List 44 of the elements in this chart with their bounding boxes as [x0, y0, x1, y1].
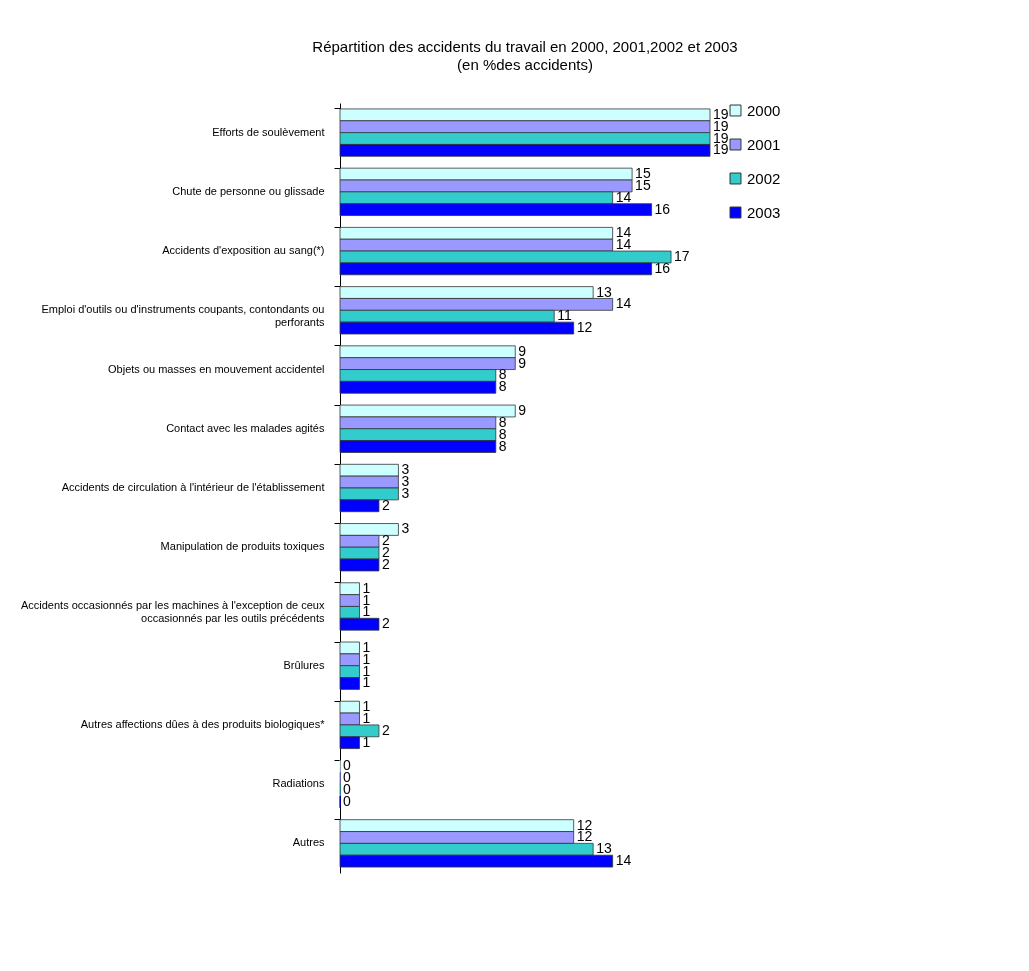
- legend-label: 2000: [747, 101, 781, 119]
- y-tick-label: Accidents de circulation à l'intérieur de l'établissement: [61, 481, 325, 493]
- data-label: 13: [596, 840, 612, 857]
- data-label: 1: [362, 733, 371, 750]
- y-tick-label: Chute de personne ou glissade: [172, 184, 325, 197]
- data-label: 1: [362, 638, 371, 655]
- data-label: 8: [498, 378, 507, 395]
- data-label: 11: [557, 307, 572, 324]
- data-label: 2: [381, 556, 390, 572]
- data-label: 14: [615, 295, 632, 312]
- data-label: 17: [674, 248, 690, 264]
- data-label: 1: [362, 579, 371, 596]
- data-label: 2: [381, 615, 390, 632]
- y-tick-label: Radiations: [272, 777, 325, 790]
- data-label: 2: [381, 496, 390, 513]
- chart-subtitle: (en %des accidents): [457, 56, 593, 73]
- data-label: 3: [401, 520, 410, 537]
- legend-label: 2001: [747, 135, 781, 153]
- y-tick-label: Autres: [292, 836, 325, 849]
- data-label: 14: [615, 852, 632, 869]
- data-label: 9: [518, 402, 527, 418]
- legend-label: 2002: [747, 169, 781, 187]
- y-tick-label: Autres affections dûes à des produits biologiques*: [80, 717, 326, 730]
- y-tick-label: Manipulation de produits toxiques: [160, 540, 325, 553]
- chart-title: Répartition des accidents du travail en 2000, 2001,2002 et 2003: [312, 38, 738, 55]
- data-label: 14: [615, 188, 632, 205]
- data-label: 1: [362, 710, 371, 726]
- data-label: 14: [615, 236, 632, 253]
- data-label: 13: [596, 283, 612, 300]
- legend-label: 2003: [747, 203, 781, 221]
- y-tick-label: Accidents d'exposition au sang(*): [162, 244, 325, 257]
- data-label: 9: [518, 342, 527, 359]
- y-tick-label: Efforts de soulèvement: [212, 125, 325, 138]
- data-label: 8: [498, 413, 507, 430]
- y-tick-label: Brûlures: [283, 658, 325, 671]
- data-label: 19: [713, 105, 729, 122]
- y-tick-label: Accidents occasionnés par les machines à l'exception de ceux occasionnés par les outils précédents: [20, 599, 325, 625]
- data-label: 16: [654, 259, 671, 276]
- data-label: 16: [654, 200, 671, 217]
- data-label: 2: [381, 721, 390, 738]
- data-label: 12: [576, 319, 593, 336]
- y-tick-label: Contact avec les malades agités: [166, 421, 325, 434]
- y-tick-label: Emploi d'outils ou d'instruments coupants, contondants ou perforants: [41, 303, 325, 329]
- y-tick-label: Objets ou masses en mouvement accidentel: [108, 362, 325, 375]
